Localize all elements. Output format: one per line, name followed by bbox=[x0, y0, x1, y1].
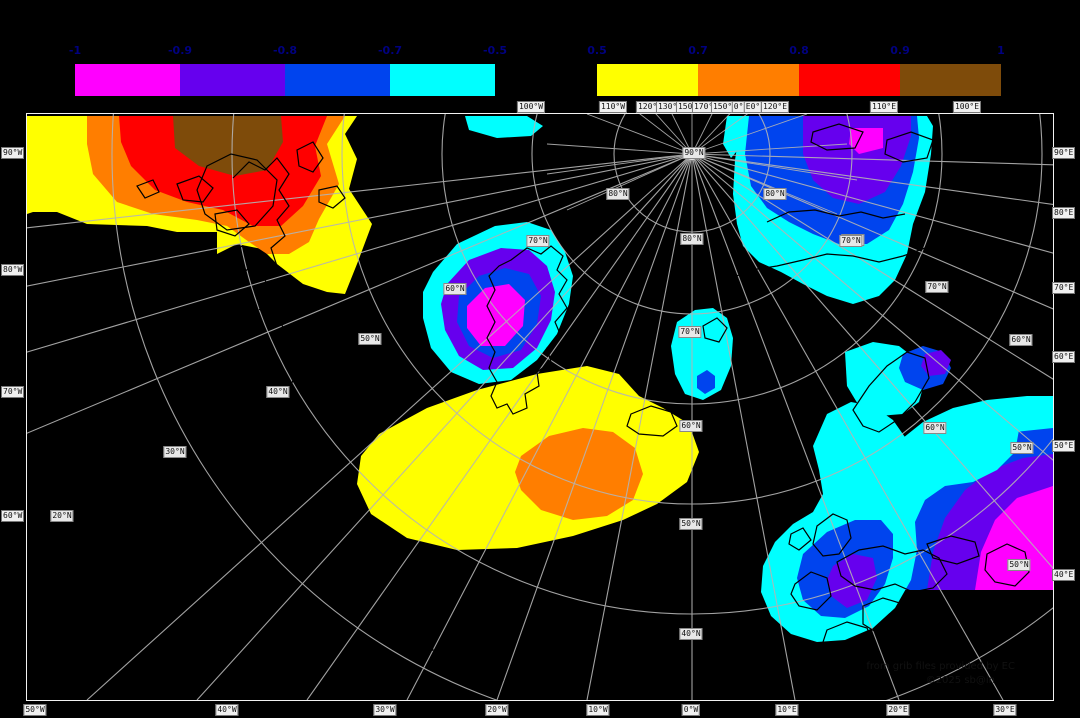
graticule-label-16: 50°N bbox=[1007, 559, 1031, 571]
region-north-atlantic bbox=[357, 366, 699, 550]
bottom-axis-label-4: 10°W bbox=[586, 704, 610, 716]
positive-anomaly-colorbar-band-0 bbox=[597, 64, 698, 96]
bottom-axis-label-5: 0°W bbox=[681, 704, 701, 716]
right-axis-label-3: 60°E bbox=[1052, 351, 1076, 363]
bottom-axis-label-3: 20°W bbox=[485, 704, 509, 716]
positive-anomaly-colorbar-tick-2: 0.8 bbox=[789, 44, 809, 57]
positive-anomaly-colorbar-tick-3: 0.9 bbox=[890, 44, 910, 57]
negative-anomaly-colorbar-band-2 bbox=[285, 64, 390, 96]
map-panel[interactable]: from grib files provided by EC ©2025 sb@… bbox=[26, 113, 1054, 701]
right-axis-label-2: 70°E bbox=[1052, 282, 1076, 294]
right-axis-label-1: 80°E bbox=[1052, 207, 1076, 219]
negative-anomaly-colorbar-tick-3: -0.7 bbox=[377, 44, 403, 57]
negative-anomaly-colorbar-tick-1: -0.9 bbox=[167, 44, 193, 57]
graticule-label-19: 30°N bbox=[163, 446, 187, 458]
left-axis-label-1: 80°W bbox=[1, 264, 25, 276]
bottom-axis-label-6: 10°E bbox=[775, 704, 799, 716]
negative-anomaly-colorbar: -1 -0.9 -0.8 -0.7 -0.5 bbox=[69, 44, 507, 96]
left-axis-label-3: 60°W bbox=[1, 510, 25, 522]
graticule-label-6: 70°N bbox=[678, 326, 702, 338]
negative-anomaly-colorbar-tick-0: -1 bbox=[68, 44, 82, 57]
region-pole-strip bbox=[723, 116, 747, 158]
bottom-axis-label-0: 50°W bbox=[23, 704, 47, 716]
bottom-axis-label-1: 40°W bbox=[215, 704, 239, 716]
graticule-label-14: 50°N bbox=[679, 518, 703, 530]
positive-anomaly-colorbar-band-1 bbox=[698, 64, 799, 96]
positive-colorbar-ticks: 0.5 0.7 0.8 0.9 1 bbox=[587, 44, 1005, 62]
positive-colorbar-swatches bbox=[597, 64, 1001, 96]
graticule-label-18: 40°N bbox=[679, 628, 703, 640]
right-axis-label-5: 40°E bbox=[1052, 569, 1076, 581]
graticule-label-11: 60°N bbox=[923, 422, 947, 434]
negative-anomaly-colorbar-tick-2: -0.8 bbox=[272, 44, 298, 57]
negative-colorbar-swatches bbox=[75, 64, 495, 96]
graticule-label-10: 60°N bbox=[679, 420, 703, 432]
bottom-axis-label-8: 30°E bbox=[993, 704, 1017, 716]
region-europe-mediterranean bbox=[761, 342, 1019, 642]
coastlines bbox=[136, 123, 1030, 683]
meridians bbox=[27, 114, 1053, 700]
top-axis-label-0: 100°W bbox=[516, 101, 546, 113]
top-axis-label-9: 120°E bbox=[760, 101, 790, 113]
negative-anomaly-colorbar-band-1 bbox=[180, 64, 285, 96]
negative-colorbar-ticks: -1 -0.9 -0.8 -0.7 -0.5 bbox=[69, 44, 507, 62]
positive-anomaly-colorbar: 0.5 0.7 0.8 0.9 1 bbox=[587, 44, 1005, 96]
data-source-credit: from grib files provided by EC bbox=[866, 661, 1015, 672]
positive-anomaly-colorbar-tick-1: 0.7 bbox=[688, 44, 708, 57]
graticule-label-12: 60°N bbox=[1009, 334, 1033, 346]
top-axis-label-1: 110°W bbox=[598, 101, 628, 113]
left-axis-label-0: 90°W bbox=[1, 147, 25, 159]
graticule-label-8: 70°N bbox=[925, 281, 949, 293]
positive-anomaly-colorbar-band-3 bbox=[900, 64, 1001, 96]
positive-anomaly-colorbar-band-2 bbox=[799, 64, 900, 96]
graticule-label-2: 80°N bbox=[680, 233, 704, 245]
positive-anomaly-colorbar-tick-4: 1 bbox=[997, 44, 1005, 57]
negative-anomaly-colorbar-band-3 bbox=[390, 64, 495, 96]
graticule-label-13: 50°N bbox=[358, 333, 382, 345]
top-axis-label-8: E0° bbox=[743, 101, 763, 113]
top-axis-label-10: 110°E bbox=[869, 101, 899, 113]
negative-anomaly-colorbar-band-0 bbox=[75, 64, 180, 96]
graticule-label-15: 50°N bbox=[1010, 442, 1034, 454]
graticule-label-3: 80°N bbox=[763, 188, 787, 200]
bottom-axis-label-2: 30°W bbox=[373, 704, 397, 716]
top-axis-label-11: 100°E bbox=[952, 101, 982, 113]
graticule-label-7: 70°N bbox=[839, 235, 863, 247]
negative-anomaly-colorbar-tick-4: -0.5 bbox=[482, 44, 508, 57]
graticule-label-17: 40°N bbox=[266, 386, 290, 398]
graticule-label-5: 70°N bbox=[526, 235, 550, 247]
region-hudson-bay bbox=[27, 116, 372, 294]
graticule-label-1: 80°N bbox=[606, 188, 630, 200]
map-canvas bbox=[27, 114, 1053, 700]
bottom-axis-label-7: 20°E bbox=[886, 704, 910, 716]
graticule-label-20: 20°N bbox=[50, 510, 74, 522]
graticule bbox=[27, 114, 1053, 700]
positive-anomaly-colorbar-tick-0: 0.5 bbox=[587, 44, 607, 57]
left-axis-label-2: 70°W bbox=[1, 386, 25, 398]
right-axis-label-4: 50°E bbox=[1052, 440, 1076, 452]
graticule-label-0: 90°N bbox=[682, 147, 706, 159]
graticule-label-9: 60°N bbox=[443, 283, 467, 295]
right-axis-label-0: 90°E bbox=[1052, 147, 1076, 159]
copyright-credit: ©2025 sb@in bbox=[925, 675, 995, 686]
region-arctic-patch bbox=[465, 116, 543, 138]
